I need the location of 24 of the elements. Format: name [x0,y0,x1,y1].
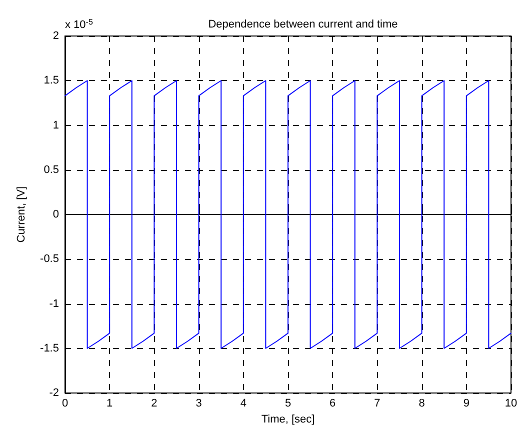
y-tick-label: 2 [52,30,59,42]
x-tick-label: 3 [196,398,202,410]
y-tick-label: 0.5 [44,164,59,176]
chart-title: Dependence between current and time [208,18,398,30]
x-tick-label: 4 [240,398,246,410]
y-tick-label: -0.5 [40,253,59,266]
x-tick-label: 7 [374,398,380,410]
x-tick-label: 0 [62,398,68,410]
x-tick-label: 9 [463,398,470,410]
x-tick-label: 10 [504,398,518,410]
line-series [64,80,512,349]
y-tick-label: 0 [52,208,59,220]
y-tick-label: -1 [49,298,59,310]
y-tick-label: -1.5 [40,342,59,354]
x-tick-label: 2 [151,398,158,410]
x-tick-label: 5 [284,398,292,410]
x-tick-label: 1 [106,398,113,410]
x-tick-label: 8 [418,398,425,410]
y-axis-title: Current, [V] [16,186,28,243]
x-tick-label: 6 [330,398,336,410]
x-axis-title: Time, [sec] [261,413,315,426]
y-tick-label: 1 [52,119,59,132]
y-tick-label: -2 [49,387,59,399]
y-tick-label: 1.5 [44,74,59,87]
